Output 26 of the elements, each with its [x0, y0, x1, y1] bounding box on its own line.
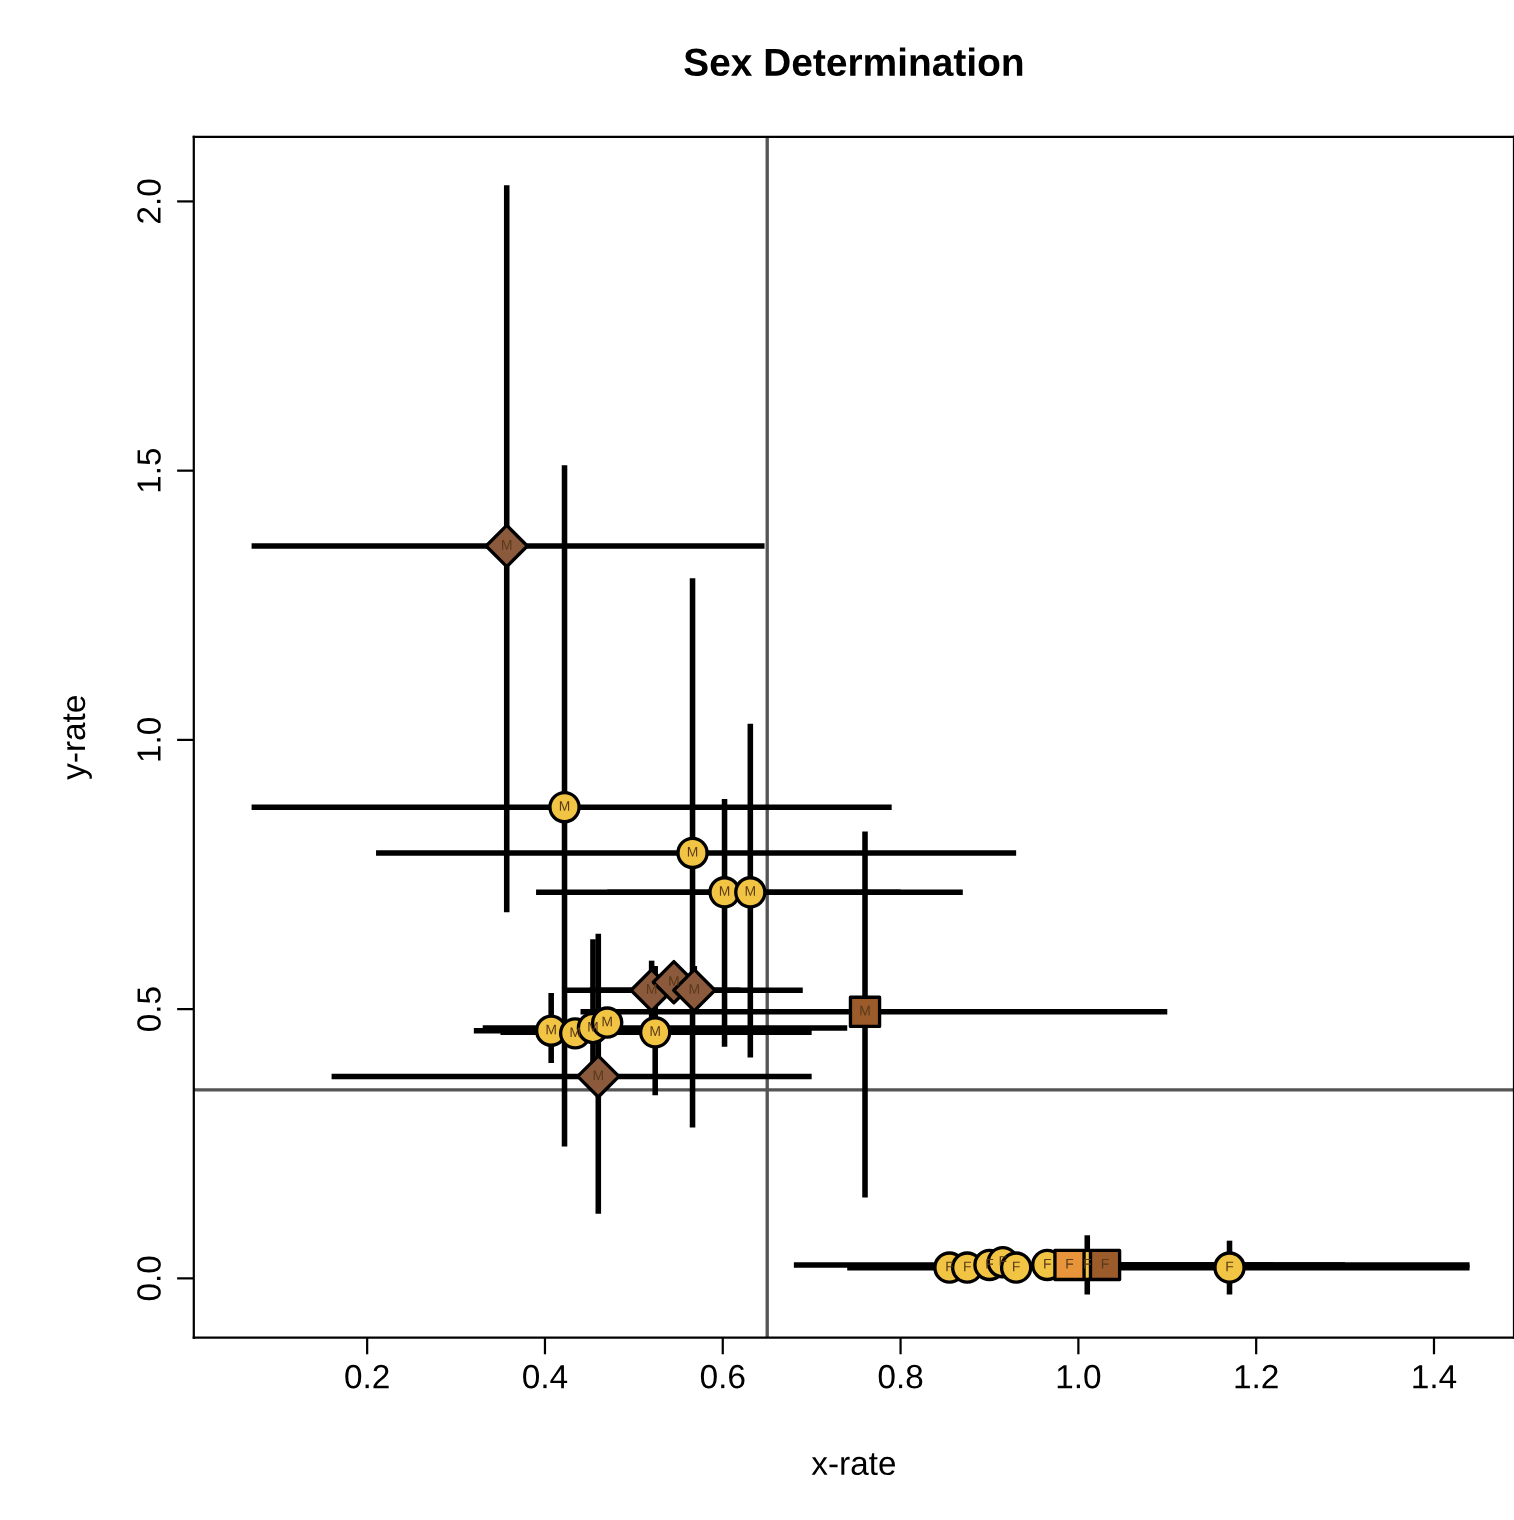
x-tick-label: 1.4: [1413, 1365, 1457, 1389]
point: [676, 836, 709, 870]
point: [484, 523, 529, 569]
point: [848, 995, 882, 1029]
x-tick-label: 0.8: [878, 1364, 923, 1389]
point: [1088, 1248, 1122, 1282]
x-tick-label: 1.0: [1057, 1364, 1101, 1389]
point: [1213, 1251, 1246, 1284]
y-tick-label: 0.0: [137, 1256, 161, 1301]
y-tick-label: 2.0: [137, 179, 161, 223]
point: [734, 876, 767, 909]
point: [638, 1016, 672, 1049]
point: [672, 968, 717, 1013]
y-tick-label: 1.5: [137, 448, 161, 492]
point: [576, 1054, 621, 1099]
x-tick-label: 0.6: [700, 1364, 745, 1389]
x-tick-label: 0.2: [345, 1364, 389, 1389]
y-tick-label: 0.5: [137, 987, 161, 1031]
x-tick-label: 0.4: [523, 1364, 568, 1389]
y-tick-label: 1.0: [137, 718, 161, 761]
x-axis-title: x-rate: [811, 1453, 896, 1476]
x-tick-label: 1.2: [1235, 1364, 1278, 1389]
point: [1053, 1248, 1086, 1282]
y-axis-title: y-rate: [63, 696, 92, 780]
point: [548, 790, 581, 824]
chart-title: Sex Determination: [684, 47, 1023, 77]
